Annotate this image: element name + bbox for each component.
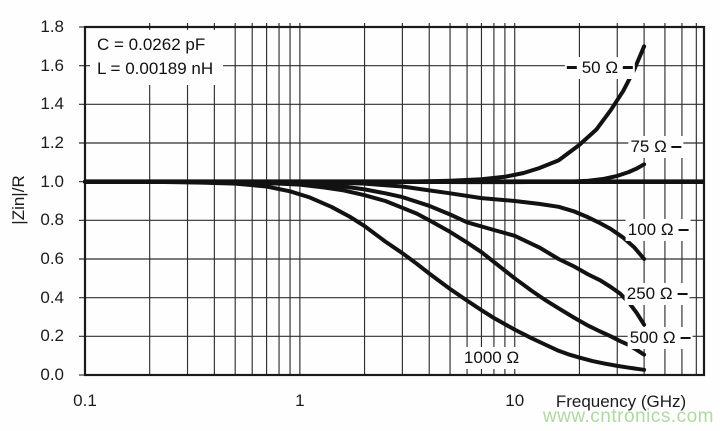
y-tick-label-0.2: 0.2 — [40, 326, 64, 346]
label-leader-dash — [677, 292, 688, 295]
curve-label-text: 500 Ω — [629, 328, 676, 348]
curve-500-ohm — [83, 179, 647, 357]
y-tick-label-0.6: 0.6 — [40, 249, 64, 268]
curve-label-text: 75 Ω — [630, 136, 667, 156]
curve-250-ohm — [83, 179, 647, 327]
y-tick-label-0.4: 0.4 — [40, 287, 64, 307]
x-tick-label-10: 10 — [505, 391, 525, 410]
curve-label-500-ohm: 500 Ω — [627, 327, 693, 350]
curve-label-text: 100 Ω — [627, 220, 674, 239]
curve-label-75-ohm: 75 Ω — [628, 135, 684, 158]
watermark: www.cntronics.com — [542, 406, 714, 427]
label-leader-dash — [623, 66, 634, 69]
y-tick-label-1.2: 1.2 — [40, 133, 64, 152]
curve-label-250-ohm: 250 Ω — [624, 282, 690, 305]
curve-label-100-ohm: 100 Ω — [625, 219, 691, 241]
curve-label-text: 1000 Ω — [463, 347, 520, 367]
curve-label-50-ohm: 50 Ω — [564, 56, 636, 79]
x-tick-label-1: 1 — [295, 391, 305, 410]
annotation-capacitance: C = 0.0262 pF — [97, 35, 206, 54]
curve-1000-ohm — [83, 179, 647, 372]
y-tick-label-1.8: 1.8 — [40, 17, 64, 36]
curve-label-text: 50 Ω — [581, 57, 619, 77]
y-tick-label-1.6: 1.6 — [40, 55, 64, 75]
label-leader-dash — [678, 228, 689, 232]
parasitics-annotation: C = 0.0262 pF L = 0.00189 nH — [90, 30, 224, 85]
curve-label-text: 250 Ω — [626, 283, 673, 303]
annotation-inductance: L = 0.00189 nH — [97, 59, 214, 78]
label-leader-dash — [680, 337, 691, 340]
x-axis-title: Frequency (GHz) — [555, 392, 687, 411]
label-leader-dash — [671, 145, 682, 149]
curve-100-ohm — [83, 179, 647, 261]
curve-label-1000-ohm: 1000 Ω — [461, 346, 522, 369]
label-leader-dash — [566, 66, 577, 69]
curves — [83, 44, 704, 372]
curve-75-ohm — [83, 162, 647, 185]
plot-frame — [83, 25, 706, 377]
y-tick-label-1.4: 1.4 — [40, 94, 64, 114]
plot-border — [83, 25, 706, 377]
y-tick-label-0.0: 0.0 — [40, 365, 64, 384]
y-tick-label-1.0: 1.0 — [40, 171, 64, 191]
y-tick-label-0.8: 0.8 — [40, 210, 64, 230]
x-tick-label-0.1: 0.1 — [73, 391, 97, 410]
